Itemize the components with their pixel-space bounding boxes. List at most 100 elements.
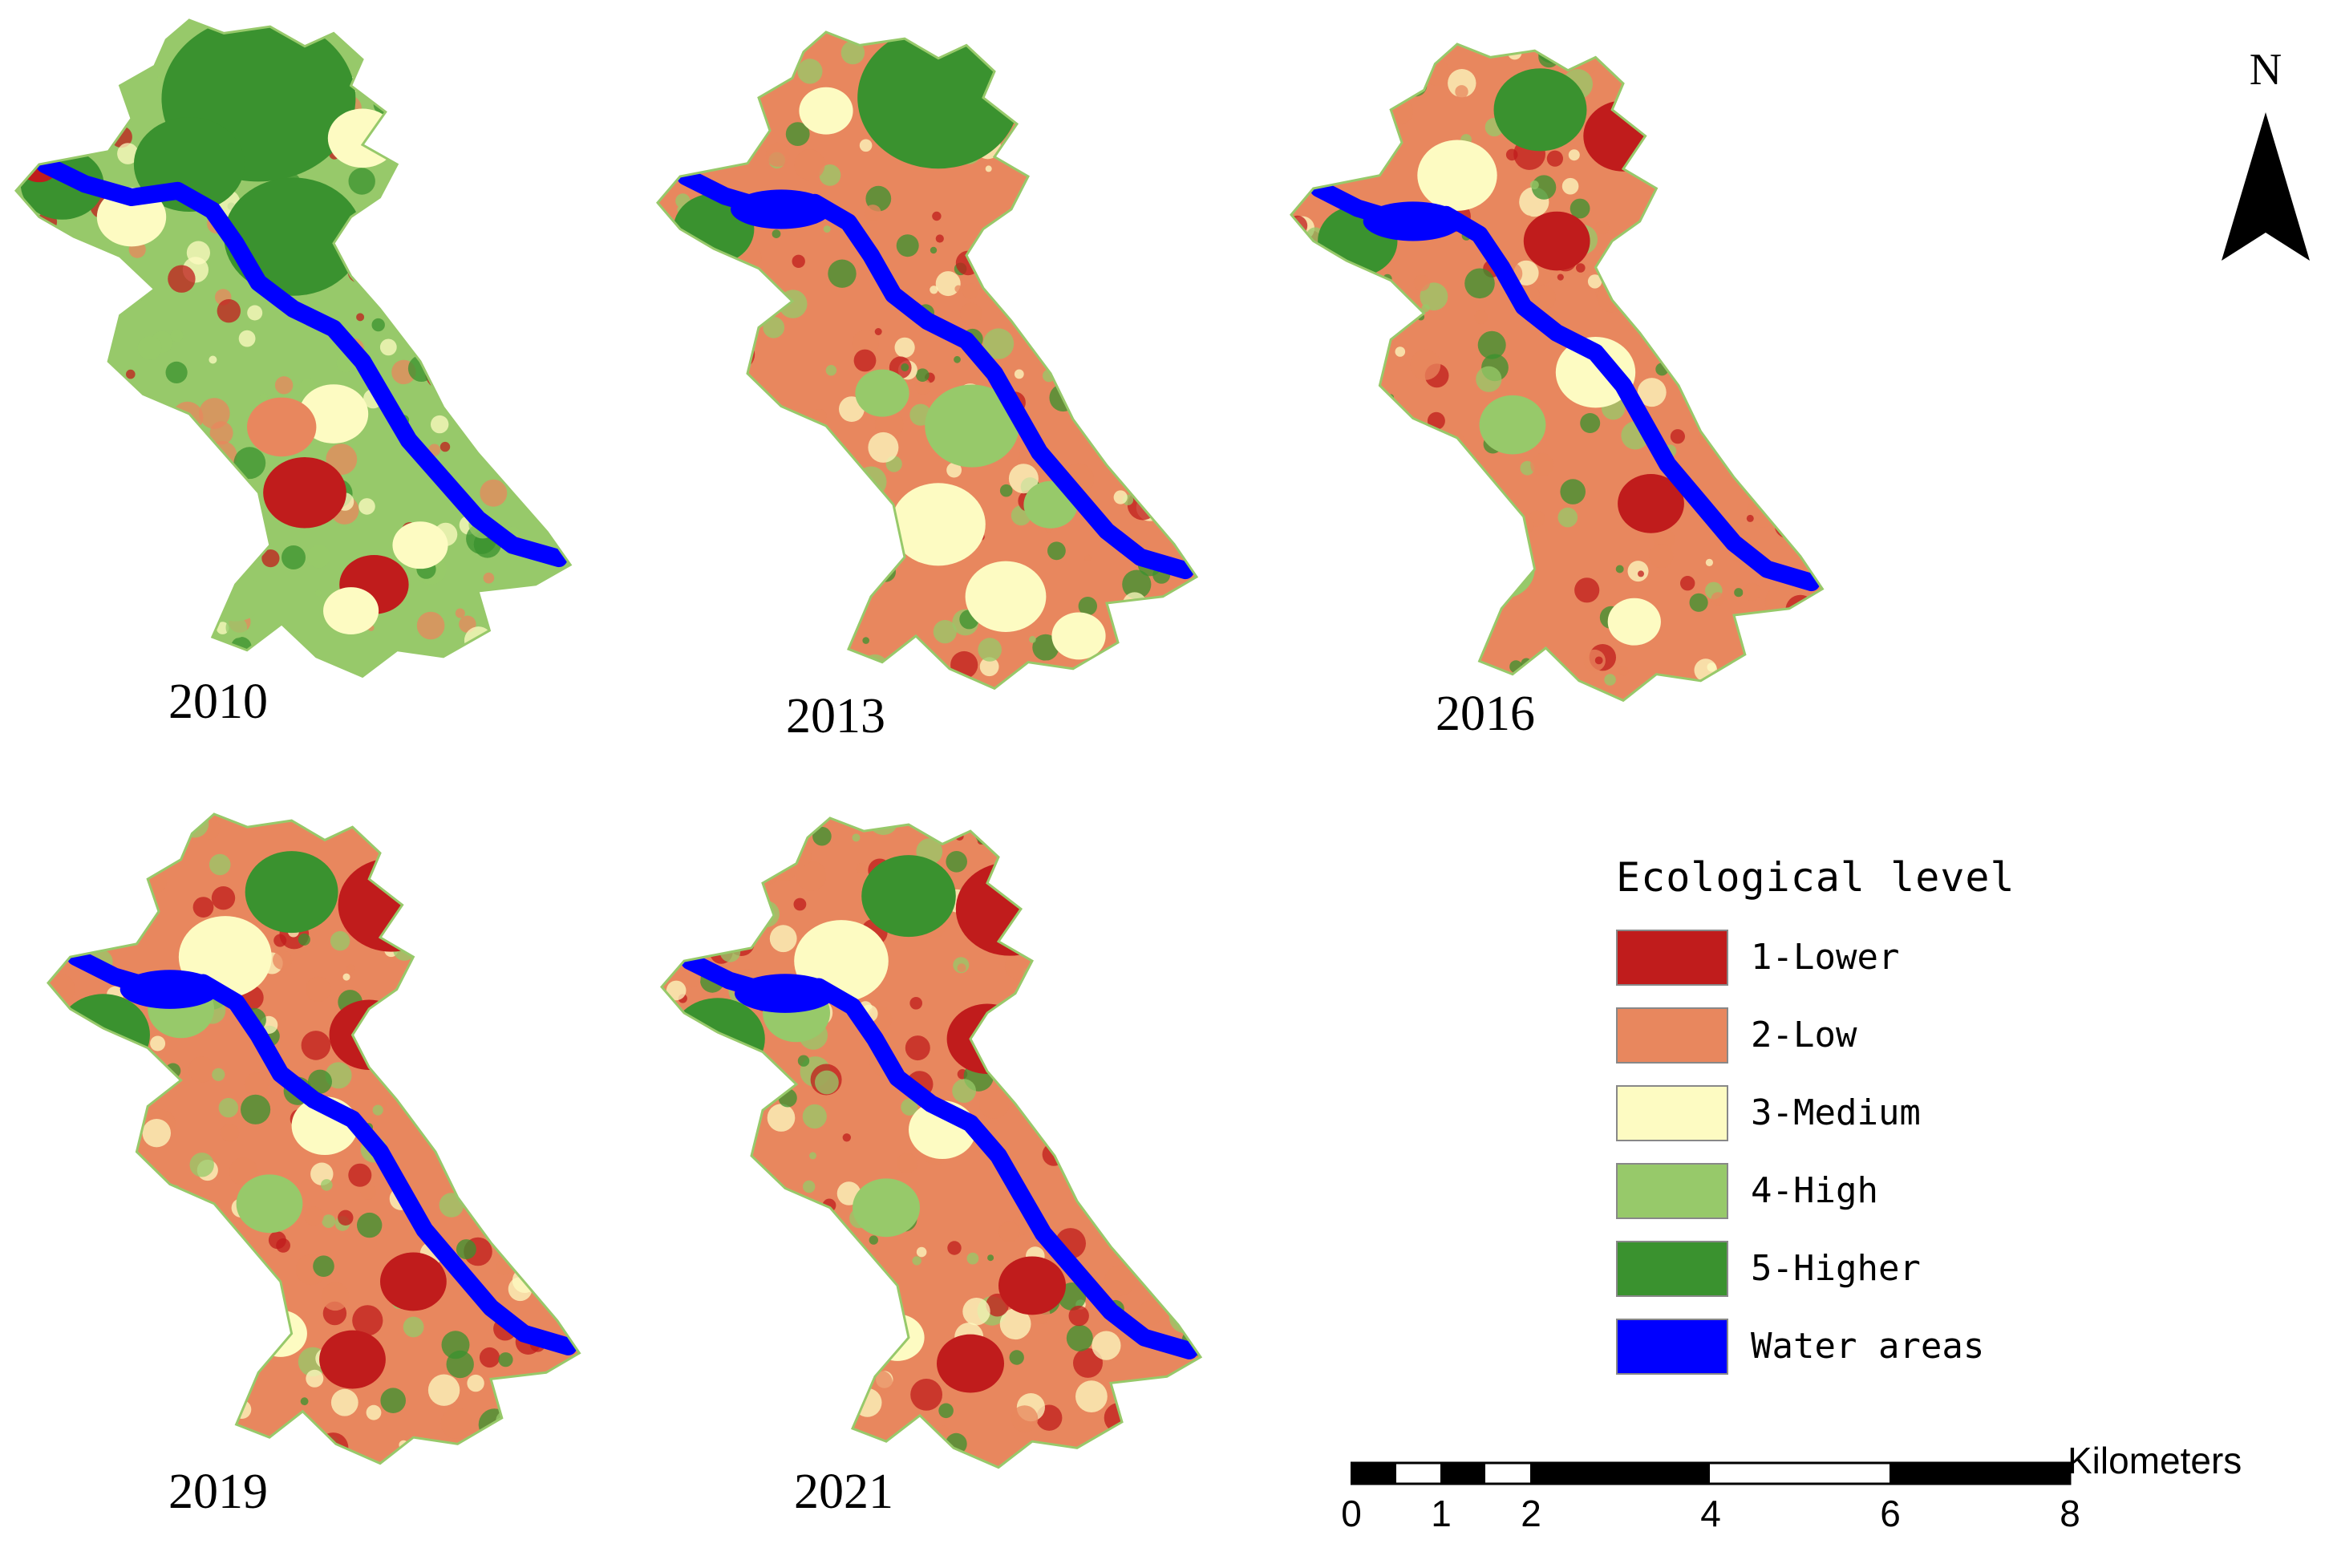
map-cell [392,128,423,158]
map-cell [1375,153,1383,161]
map-cell [211,886,236,910]
map-cell [477,217,508,249]
map-cell [216,622,229,634]
map-zone-high [1479,395,1546,455]
map-cell [1727,158,1753,184]
map-cell [1128,982,1137,991]
map-cell [1505,148,1518,161]
map-cell [1530,452,1554,476]
map-zone-medium [870,1314,925,1361]
map-cell [564,600,571,612]
map-cell [698,326,723,351]
map-cell [1160,1047,1192,1079]
map-cell [476,387,490,402]
map-cell [46,109,62,125]
map-cell [722,1299,738,1315]
map-cell [1800,46,1818,64]
map-cell [499,950,519,969]
map-2013 [656,30,1199,691]
map-cell [1010,889,1018,897]
map-cell [76,542,90,556]
map-cell [1570,198,1590,219]
map-cell [145,1182,160,1197]
map-cell [1164,948,1188,970]
map-cell [719,1327,730,1338]
map-cell [1711,592,1725,606]
map-cell [916,1246,927,1258]
map-cell [809,1152,816,1160]
city-boundary [47,812,581,1465]
legend-title: Ecological level [1616,854,2015,901]
map-cell [831,513,838,521]
map-cell [100,413,132,444]
map-cell [53,362,67,375]
map-cell [1102,315,1132,346]
map-cell [424,201,431,208]
map-cell [765,594,776,604]
map-cell [674,303,691,319]
map-cell [1186,1023,1201,1044]
map-cell [1817,494,1823,519]
map-cell [772,229,781,238]
map-cell [1675,342,1688,355]
map-cell [717,638,734,654]
map-cell [1019,298,1033,314]
map-cell [1119,1432,1135,1448]
map-cell [261,549,280,568]
map-cell [1344,678,1364,697]
map-cell [488,201,511,224]
map-cell [503,889,516,901]
map-cell [362,224,383,245]
map-cell [204,1256,232,1285]
map-cell [1561,177,1579,195]
map-cell [1371,658,1383,671]
map-cell [1618,666,1629,676]
map-cell [586,936,597,947]
map-cell [500,1061,510,1071]
map-cell [526,183,553,211]
map-cell [1663,247,1679,265]
map-cell [1363,314,1384,334]
map-cell [1531,175,1557,200]
map-cell [1140,622,1154,636]
map-cell [1204,1055,1228,1079]
map-cell [946,462,962,478]
map-cell [348,168,375,195]
map-cell [1689,593,1708,612]
map-cell [852,330,879,358]
map-cell [1671,205,1681,215]
map-cell [221,1124,240,1142]
map-cell [842,1133,851,1142]
map-cell [1083,849,1103,869]
map-cell [533,1116,562,1146]
map-cell [1311,642,1337,667]
map-cell [582,1230,598,1246]
map-cell [1622,52,1642,72]
map-cell [812,826,832,846]
map-cell [1055,74,1075,94]
map-cell [731,452,761,482]
map-cell [1477,330,1506,359]
map-cell [897,1153,917,1174]
map-cell [1038,87,1059,109]
map-cell [1078,597,1097,616]
map-cell [824,442,839,457]
map-cell [1683,147,1712,176]
map-cell [132,1273,139,1280]
map-cell [237,1282,257,1302]
map-cell [298,933,310,946]
legend-swatch-higher [1616,1240,1728,1297]
map-cell [1148,116,1177,145]
map-cell [1190,1286,1201,1307]
map-cell [1291,215,1308,236]
map-cell [380,1388,407,1413]
map-cell [1160,1095,1181,1116]
map-cell [1744,259,1759,274]
scale-tick-0: 0 [1341,1493,1362,1534]
map-cell [453,979,478,1004]
map-cell [1117,952,1131,965]
map-cell [718,1344,749,1376]
map-cell [1130,87,1140,97]
map-cell [957,963,966,973]
map-cell [1705,274,1726,295]
